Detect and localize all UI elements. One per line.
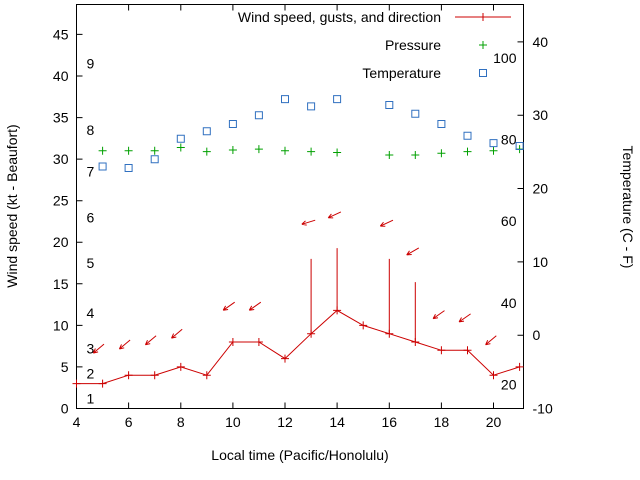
svg-text:40: 40 (53, 68, 69, 84)
wind-direction-series (92, 211, 497, 354)
legend-item-temperature: Temperature (213, 59, 513, 87)
wind-direction-arrow-icons (92, 211, 497, 354)
svg-text:5: 5 (87, 255, 95, 271)
svg-text:4: 4 (87, 305, 95, 321)
temperature-series (98, 95, 524, 172)
pressure-plus-sample-icon (479, 41, 487, 49)
svg-text:0: 0 (533, 327, 541, 343)
svg-text:40: 40 (533, 34, 549, 50)
svg-text:12: 12 (277, 414, 293, 430)
svg-text:35: 35 (53, 110, 69, 126)
beaufort-scale-labels: 1 2 3 4 5 6 7 8 9 (87, 56, 95, 407)
svg-text:9: 9 (87, 56, 95, 72)
legend-label-wind: Wind speed, gusts, and direction (237, 9, 441, 25)
svg-text:-10: -10 (533, 401, 553, 417)
wind-linespoints-sample-icon (455, 13, 511, 21)
svg-text:40: 40 (501, 295, 517, 311)
svg-text:20: 20 (501, 376, 517, 392)
svg-text:8: 8 (177, 414, 185, 430)
wind-speed-series (72, 306, 524, 388)
svg-text:7: 7 (87, 164, 95, 180)
chart-legend: Wind speed, gusts, and direction Pressur… (213, 3, 513, 87)
svg-text:2: 2 (87, 366, 95, 382)
svg-text:6: 6 (125, 414, 133, 430)
svg-text:60: 60 (501, 213, 517, 229)
svg-text:6: 6 (87, 209, 95, 225)
wind-speed-line (76, 309, 520, 385)
wind-gusts-series (310, 248, 416, 342)
svg-text:30: 30 (533, 107, 549, 123)
svg-text:0: 0 (61, 401, 69, 417)
legend-item-pressure: Pressure (213, 31, 513, 59)
svg-text:3: 3 (87, 341, 95, 357)
svg-text:15: 15 (53, 276, 69, 292)
svg-text:4: 4 (73, 414, 81, 430)
right-axis-title: Temperature (C - F) (620, 145, 636, 269)
svg-text:8: 8 (87, 122, 95, 138)
svg-text:18: 18 (434, 414, 450, 430)
fahrenheit-scale-labels: 20 40 60 80 100 (493, 50, 517, 392)
svg-text:100: 100 (493, 50, 517, 66)
svg-text:14: 14 (329, 414, 345, 430)
plot-frame (76, 4, 524, 409)
svg-text:1: 1 (87, 391, 95, 407)
pressure-series (98, 143, 524, 159)
left-axis-title: Wind speed (kt - Beaufort) (4, 124, 20, 288)
x-axis-title: Local time (Pacific/Honolulu) (211, 447, 389, 463)
temperature-markers (98, 95, 524, 172)
svg-text:45: 45 (53, 26, 69, 42)
legend-label-temperature: Temperature (362, 65, 441, 81)
svg-text:16: 16 (381, 414, 397, 430)
svg-text:25: 25 (53, 193, 69, 209)
gust-range-lines (310, 248, 416, 342)
svg-text:20: 20 (533, 181, 549, 197)
svg-text:10: 10 (225, 414, 241, 430)
legend-label-pressure: Pressure (384, 37, 441, 53)
temperature-square-sample-icon (479, 69, 487, 77)
axis-ticks (76, 4, 524, 409)
svg-text:20: 20 (53, 234, 69, 250)
svg-text:10: 10 (533, 254, 549, 270)
pressure-markers (98, 143, 524, 159)
svg-text:30: 30 (53, 151, 69, 167)
svg-text:80: 80 (501, 131, 517, 147)
legend-item-wind: Wind speed, gusts, and direction (213, 3, 513, 31)
tick-labels: 4 6 8 10 12 14 16 18 20051015202530354045-100102… (53, 26, 553, 430)
svg-text:5: 5 (61, 359, 69, 375)
svg-text:20: 20 (486, 414, 502, 430)
svg-text:10: 10 (53, 317, 69, 333)
